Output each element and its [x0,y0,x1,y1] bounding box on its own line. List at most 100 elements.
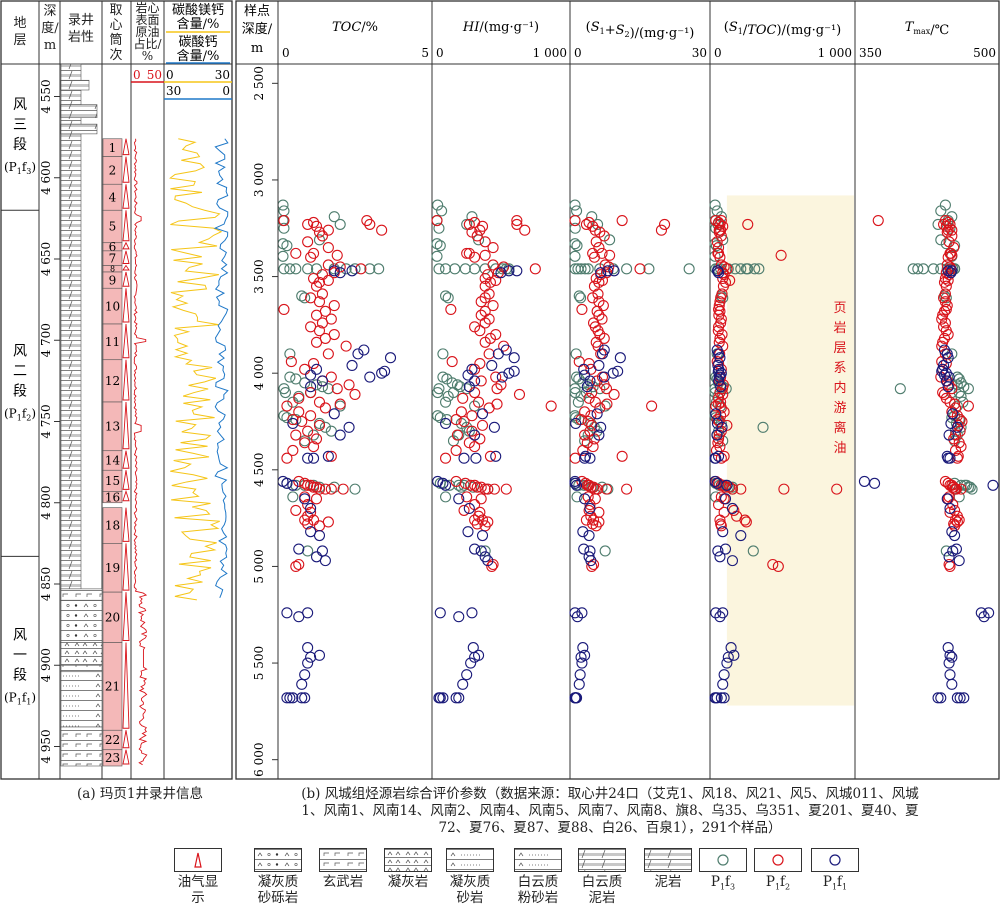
data-point-P1f1 [951,421,963,433]
data-point-P1f3 [469,263,481,275]
data-point-P1f2 [305,410,317,422]
data-point-P1f2 [831,483,843,495]
data-point-P1f2 [715,410,727,422]
data-point-P1f3 [440,491,452,503]
data-point-P1f3 [442,292,454,304]
data-point-P1f2 [529,263,541,275]
data-point-P1f2 [569,452,581,464]
data-point-P1f3 [281,412,293,424]
data-point-P1f2 [718,261,730,273]
data-point-P1f3 [302,263,314,275]
data-point-P1f1 [319,555,331,567]
data-point-P1f1 [944,502,956,515]
legend-item-basalt: 玄武岩 [313,848,373,890]
data-point-P1f2 [305,251,317,263]
data-point-P1f3 [572,396,584,408]
data-point-P1f1 [434,607,446,619]
data-point-P1f3 [569,250,581,262]
data-point-P1f3 [966,483,978,495]
data-point-P1f2 [290,429,302,441]
data-point-P1f1 [719,493,732,505]
data-point-P1f2 [621,483,633,495]
data-point-P1f2 [308,441,320,453]
core-run-label: 13 [105,420,120,434]
core-run-block [102,491,123,504]
data-point-P1f2 [313,396,326,408]
data-point-P1f3 [951,371,963,383]
data-point-P1f2 [488,483,500,495]
data-point-P1f2 [940,303,952,315]
data-point-P1f1 [591,408,603,420]
strata-name-char: 二 [13,363,27,379]
strata-name-char: 段 [13,383,27,399]
data-point-P1f3 [296,290,308,302]
oil-ratio-curve [133,138,148,766]
header-stratum-2: 层 [13,33,26,48]
data-point-P1f3 [316,381,328,393]
data-point-P1f3 [579,263,591,275]
data-point-P1f1 [576,657,588,669]
data-point-P1f2 [483,348,495,360]
data-point-P1f2 [319,483,331,495]
data-point-P1f2 [949,402,962,414]
header-sample-depth-2: 深度/ [242,21,273,37]
strata-column: 风三段(P1f3)风二段(P1f2)风一段(P1f1) [1,97,39,707]
data-point-P1f2 [775,249,787,261]
data-point-P1f3 [440,396,452,408]
header-calcite-1: 碳酸钙 [178,35,217,50]
core-run-label: 18 [105,519,120,533]
data-point-P1f2 [710,214,722,227]
legend-label: 泥岩 [654,874,682,890]
depth-tick-label: 6 000 [252,742,266,776]
x-tick-label-min: 0 [574,46,582,60]
data-point-P1f2 [580,514,592,526]
data-point-P1f3 [440,290,452,302]
core-run-label: 4 [109,190,117,204]
data-point-P1f1 [713,363,725,375]
core-run-label: 20 [105,611,120,625]
data-point-P1f2 [457,392,469,404]
data-point-P1f2 [724,481,736,493]
data-point-P1f1 [343,421,355,433]
core-run-label: 22 [105,733,120,747]
data-point-P1f2 [343,379,355,391]
data-point-P1f2 [937,309,949,321]
data-point-P1f2 [364,218,376,230]
data-point-P1f2 [587,247,599,259]
data-point-P1f3 [340,263,352,275]
data-point-P1f1 [281,607,293,619]
data-point-P1f1 [941,450,953,462]
data-point-P1f1 [710,452,722,464]
data-point-P1f1 [299,692,311,704]
legend-label: 白云质 粉砂岩 [517,874,559,906]
data-point-P1f2 [310,481,323,493]
data-point-P1f1 [945,417,957,429]
data-point-P1f1 [463,381,475,393]
depth-tick-label: 4 700 [39,323,53,357]
core-run-label: 23 [105,751,120,765]
data-point-P1f2 [473,510,485,522]
data-point-P1f3 [747,545,759,557]
oil-show-marker [122,543,130,591]
core-run-label: 2 [109,164,117,178]
data-point-P1f1 [946,678,958,690]
data-point-P1f2 [591,375,603,387]
legend-label: 玄武岩 [322,874,364,890]
data-point-P1f1 [469,429,481,441]
core-run-label: 14 [105,454,121,468]
lithology-swatch-icon [319,848,367,872]
data-point-P1f2 [469,479,481,491]
legend-item-P1f1: P1f1 [805,848,865,896]
data-point-P1f1 [302,657,314,669]
depth-tick-label: 4 650 [39,242,53,276]
data-point-P1f1 [576,607,588,619]
data-point-P1f1 [305,651,317,663]
data-point-P1f1 [475,545,487,557]
data-point-P1f1 [465,657,477,669]
shale-oil-zone-label-char: 油 [833,441,846,456]
data-point-P1f1 [299,669,311,681]
legend-item-P1f2: P1f2 [748,848,808,896]
data-point-P1f2 [714,218,726,230]
data-point-P1f2 [361,214,373,227]
data-point-P1f2 [293,392,305,404]
